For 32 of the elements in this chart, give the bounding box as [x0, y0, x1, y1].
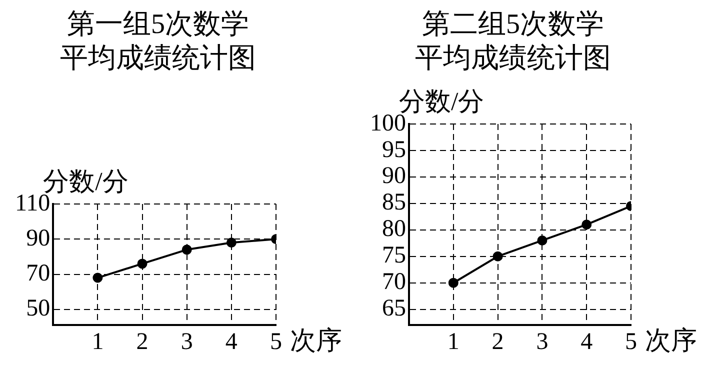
x-tick-label: 4 [580, 328, 593, 355]
y-tick-label: 85 [382, 190, 406, 216]
x-axis-title: 次序 [645, 326, 697, 356]
y-tick-label: 65 [382, 296, 406, 322]
point [182, 244, 192, 255]
point [137, 258, 148, 269]
point [226, 238, 236, 248]
y-tick-label: 90 [382, 163, 406, 190]
chart-title: 第二组5次数学平均成绩统计图 [414, 8, 612, 76]
chart-title: 第一组5次数学平均成绩统计图 [59, 8, 257, 76]
y-tick-label: 70 [26, 260, 50, 287]
x-tick-label: 2 [136, 328, 148, 355]
point [492, 251, 503, 262]
point [537, 235, 548, 246]
x-tick-label: 5 [625, 328, 637, 355]
y-tick-label: 70 [382, 269, 406, 296]
x-tick-label: 4 [225, 328, 238, 355]
y-tick-label: 75 [382, 242, 406, 269]
x-tick-label: 1 [92, 328, 104, 355]
x-tick-label: 5 [270, 328, 282, 355]
y-tick-label: 95 [382, 136, 406, 163]
y-tick-label: 80 [382, 216, 406, 242]
y-tick-label: 50 [26, 296, 50, 322]
point [448, 278, 458, 288]
x-tick-label: 1 [447, 328, 460, 355]
x-axis-title: 次序 [290, 326, 342, 356]
point [582, 220, 592, 230]
x-tick-label: 3 [536, 328, 548, 355]
x-tick-label: 3 [180, 328, 193, 355]
y-tick-label: 90 [26, 225, 50, 252]
point [92, 272, 103, 283]
x-tick-label: 2 [492, 328, 504, 355]
